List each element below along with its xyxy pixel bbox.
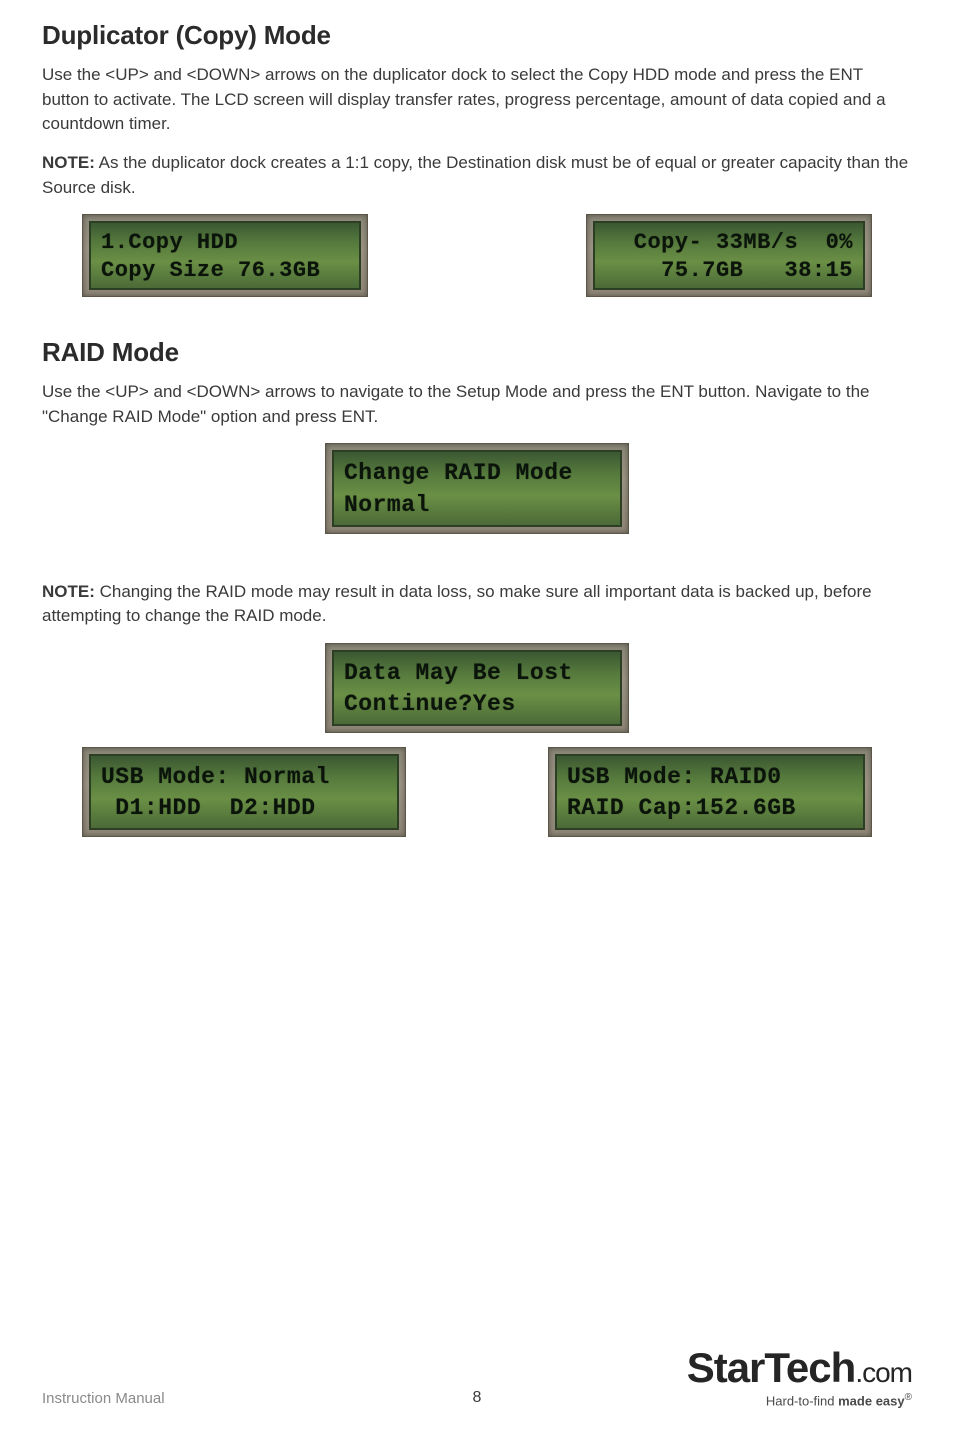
paragraph-raid-note: NOTE: Changing the RAID mode may result …: [42, 580, 912, 629]
lcd-line: USB Mode: Normal: [101, 764, 330, 790]
section-title-duplicator: Duplicator (Copy) Mode: [42, 20, 912, 51]
lcd-line: 75.7GB 38:15: [634, 258, 853, 283]
page-footer: Instruction Manual 8 StarTech.com Hard-t…: [42, 1347, 912, 1407]
lcd-row-copy: 1.Copy HDD Copy Size 76.3GB Copy- 33MB/s…: [82, 214, 872, 297]
lcd-row-change-raid: Change RAID Mode Normal: [42, 443, 912, 533]
footer-logo-block: StarTech.com Hard-to-find made easy®: [687, 1347, 912, 1407]
logo-tagline: Hard-to-find made easy®: [687, 1393, 912, 1407]
lcd-display: Change RAID Mode Normal: [332, 450, 622, 526]
lcd-line: USB Mode: RAID0: [567, 764, 782, 790]
lcd-row-data-lost: Data May Be Lost Continue?Yes: [42, 643, 912, 733]
lcd-screen-change-raid: Change RAID Mode Normal: [325, 443, 629, 533]
note-label: NOTE:: [42, 582, 95, 601]
lcd-line: Continue?Yes: [344, 691, 516, 717]
lcd-display: USB Mode: Normal D1:HDD D2:HDD: [89, 754, 399, 830]
lcd-line: 1.Copy HDD: [101, 230, 238, 255]
lcd-display: USB Mode: RAID0 RAID Cap:152.6GB: [555, 754, 865, 830]
footer-page-number: 8: [473, 1389, 482, 1407]
logo-com: .com: [855, 1357, 912, 1388]
lcd-line: Data May Be Lost: [344, 660, 573, 686]
lcd-line: Copy- 33MB/s 0%: [634, 230, 853, 255]
lcd-line: Change RAID Mode: [344, 460, 573, 486]
paragraph-duplicator-intro: Use the <UP> and <DOWN> arrows on the du…: [42, 63, 912, 137]
page-content: Duplicator (Copy) Mode Use the <UP> and …: [0, 0, 954, 837]
note-body: As the duplicator dock creates a 1:1 cop…: [42, 153, 908, 197]
lcd-display: Data May Be Lost Continue?Yes: [332, 650, 622, 726]
lcd-screen-data-lost: Data May Be Lost Continue?Yes: [325, 643, 629, 733]
registered-mark: ®: [905, 1392, 912, 1403]
note-label: NOTE:: [42, 153, 95, 172]
footer-instruction-manual: Instruction Manual: [42, 1390, 165, 1407]
lcd-screen-copy-menu: 1.Copy HDD Copy Size 76.3GB: [82, 214, 368, 297]
lcd-screen-mode-raid0: USB Mode: RAID0 RAID Cap:152.6GB: [548, 747, 872, 837]
lcd-line: RAID Cap:152.6GB: [567, 795, 796, 821]
lcd-screen-mode-normal: USB Mode: Normal D1:HDD D2:HDD: [82, 747, 406, 837]
lcd-display: 1.Copy HDD Copy Size 76.3GB: [89, 221, 361, 290]
section-title-raid: RAID Mode: [42, 337, 912, 368]
tagline-a: Hard-to-find: [766, 1393, 838, 1408]
tagline-b: made easy: [838, 1393, 905, 1408]
lcd-display: Copy- 33MB/s 0% 75.7GB 38:15: [593, 221, 865, 290]
paragraph-raid-intro: Use the <UP> and <DOWN> arrows to naviga…: [42, 380, 912, 429]
lcd-line: Normal: [344, 492, 430, 518]
startech-logo: StarTech.com: [687, 1347, 912, 1389]
lcd-line: Copy Size 76.3GB: [101, 258, 320, 283]
lcd-screen-copy-progress: Copy- 33MB/s 0% 75.7GB 38:15: [586, 214, 872, 297]
note-body: Changing the RAID mode may result in dat…: [42, 582, 872, 626]
logo-text: StarTech: [687, 1344, 856, 1391]
paragraph-duplicator-note: NOTE: As the duplicator dock creates a 1…: [42, 151, 912, 200]
lcd-line: D1:HDD D2:HDD: [101, 795, 316, 821]
lcd-row-modes: USB Mode: Normal D1:HDD D2:HDD USB Mode:…: [82, 747, 872, 837]
